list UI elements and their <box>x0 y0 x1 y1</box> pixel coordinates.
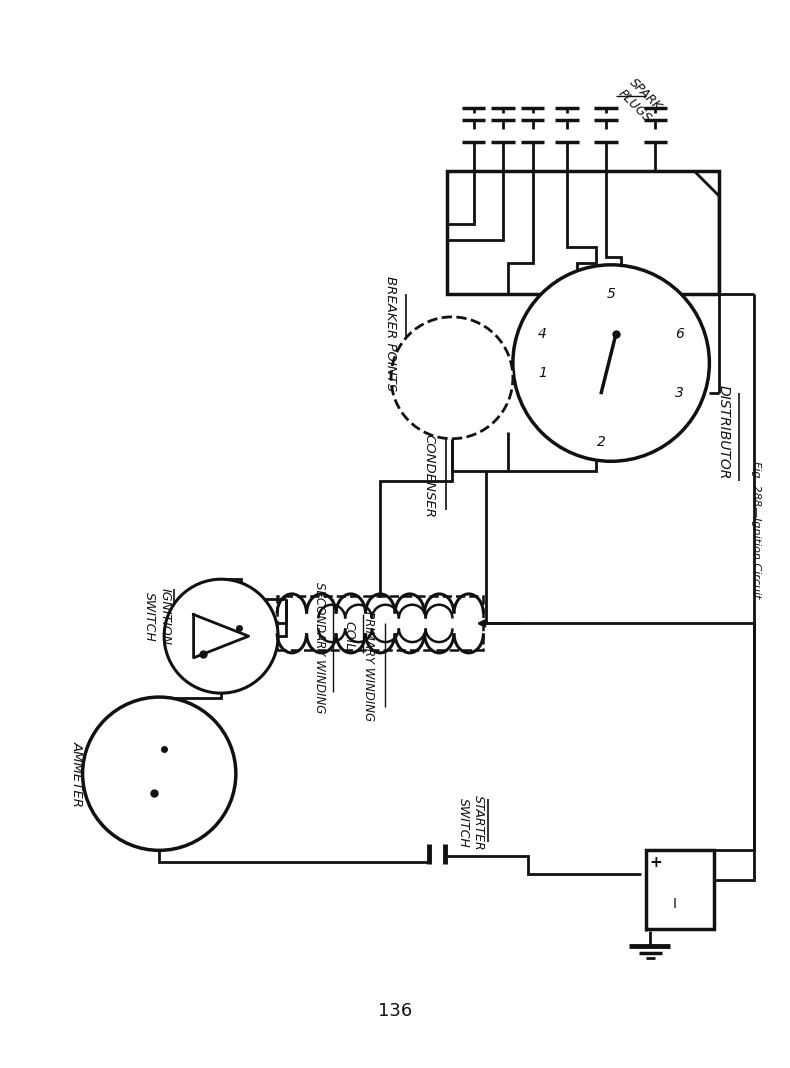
Text: 3: 3 <box>675 386 684 399</box>
Circle shape <box>513 265 709 461</box>
Text: CONDENSER: CONDENSER <box>423 434 436 518</box>
Text: 5: 5 <box>607 287 615 301</box>
Text: 136: 136 <box>378 1003 412 1020</box>
Text: SPARK
PLUGS: SPARK PLUGS <box>616 76 665 125</box>
Text: SECONDARY WINDING: SECONDARY WINDING <box>313 582 325 713</box>
Text: Fig. 288—Ignition Circuit: Fig. 288—Ignition Circuit <box>750 461 761 599</box>
Circle shape <box>164 579 278 693</box>
Text: +: + <box>649 854 662 869</box>
Text: 4: 4 <box>538 327 547 341</box>
Bar <box>277 596 483 650</box>
Text: 2: 2 <box>597 435 606 449</box>
Text: PRIMARY WINDING: PRIMARY WINDING <box>362 611 375 721</box>
Text: STARTER
SWITCH: STARTER SWITCH <box>457 795 484 850</box>
Bar <box>447 172 719 295</box>
Text: 1: 1 <box>538 366 547 380</box>
Bar <box>645 850 714 929</box>
Text: I: I <box>673 897 677 911</box>
Text: 6: 6 <box>675 327 684 341</box>
Text: BREAKER POINTS: BREAKER POINTS <box>384 276 397 391</box>
Circle shape <box>391 317 513 439</box>
Text: IGNITION
SWITCH: IGNITION SWITCH <box>143 588 171 645</box>
Text: AMMETER: AMMETER <box>71 741 85 806</box>
Circle shape <box>83 697 236 850</box>
Text: COIL: COIL <box>342 622 356 650</box>
Text: DISTRIBUTOR: DISTRIBUTOR <box>717 384 731 480</box>
